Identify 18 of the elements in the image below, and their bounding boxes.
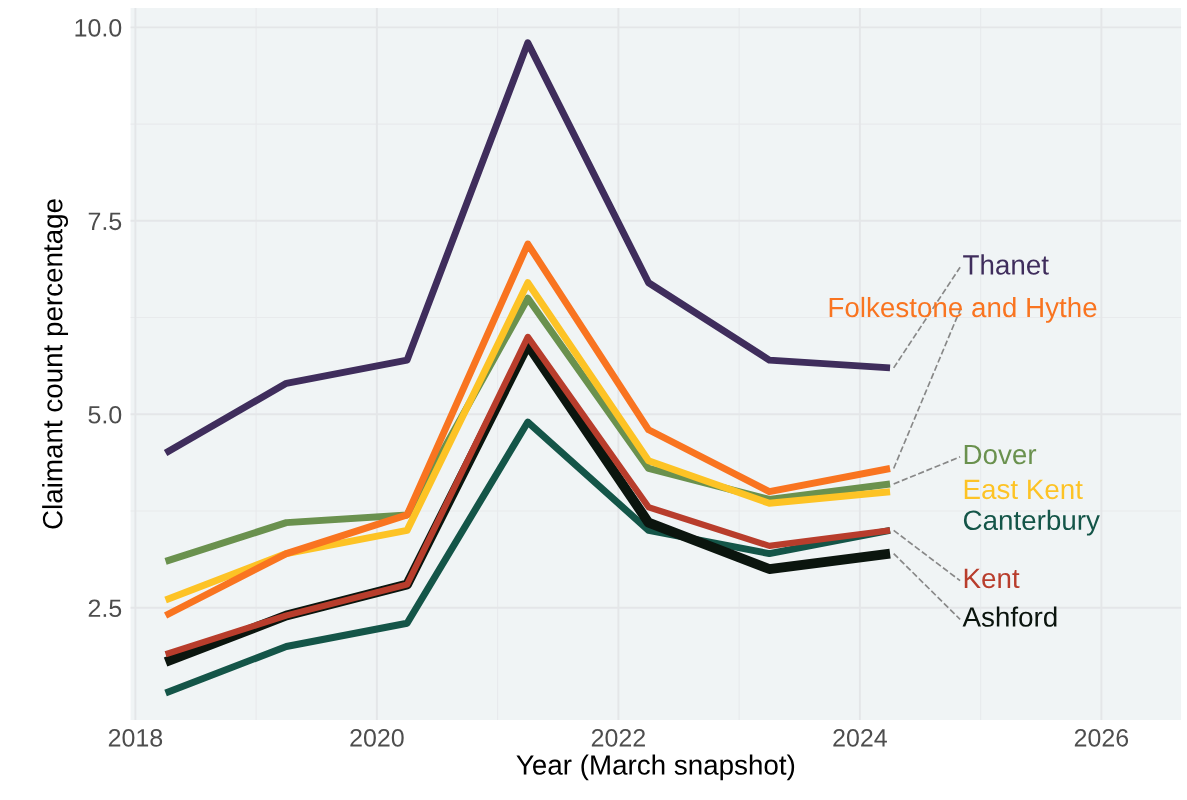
- y-tick-label: 2.5: [88, 599, 122, 618]
- text: Thanet: [963, 254, 1049, 275]
- y-tick-label: 5.0: [88, 405, 122, 424]
- text: East Kent: [964, 479, 1083, 500]
- text: Canterbury: [963, 509, 1100, 536]
- text: Ashford: [962, 606, 1057, 627]
- x-tick-label: 2024: [833, 728, 887, 747]
- x-tick-label: 2020: [350, 728, 404, 747]
- x-tick-label: 2018: [108, 728, 163, 747]
- text: Kent: [964, 568, 1020, 589]
- y-axis-title: Claimant count percentage: [42, 199, 69, 529]
- text: Dover: [964, 444, 1037, 465]
- x-axis-title: Year (March snapshot): [516, 754, 795, 781]
- text: Folkestone and Hythe: [829, 296, 1097, 323]
- y-tick-label: 10.0: [75, 18, 122, 37]
- y-tick-label: 7.5: [88, 212, 122, 231]
- x-tick-label: 2022: [591, 728, 645, 747]
- x-tick-label: 2026: [1074, 728, 1129, 747]
